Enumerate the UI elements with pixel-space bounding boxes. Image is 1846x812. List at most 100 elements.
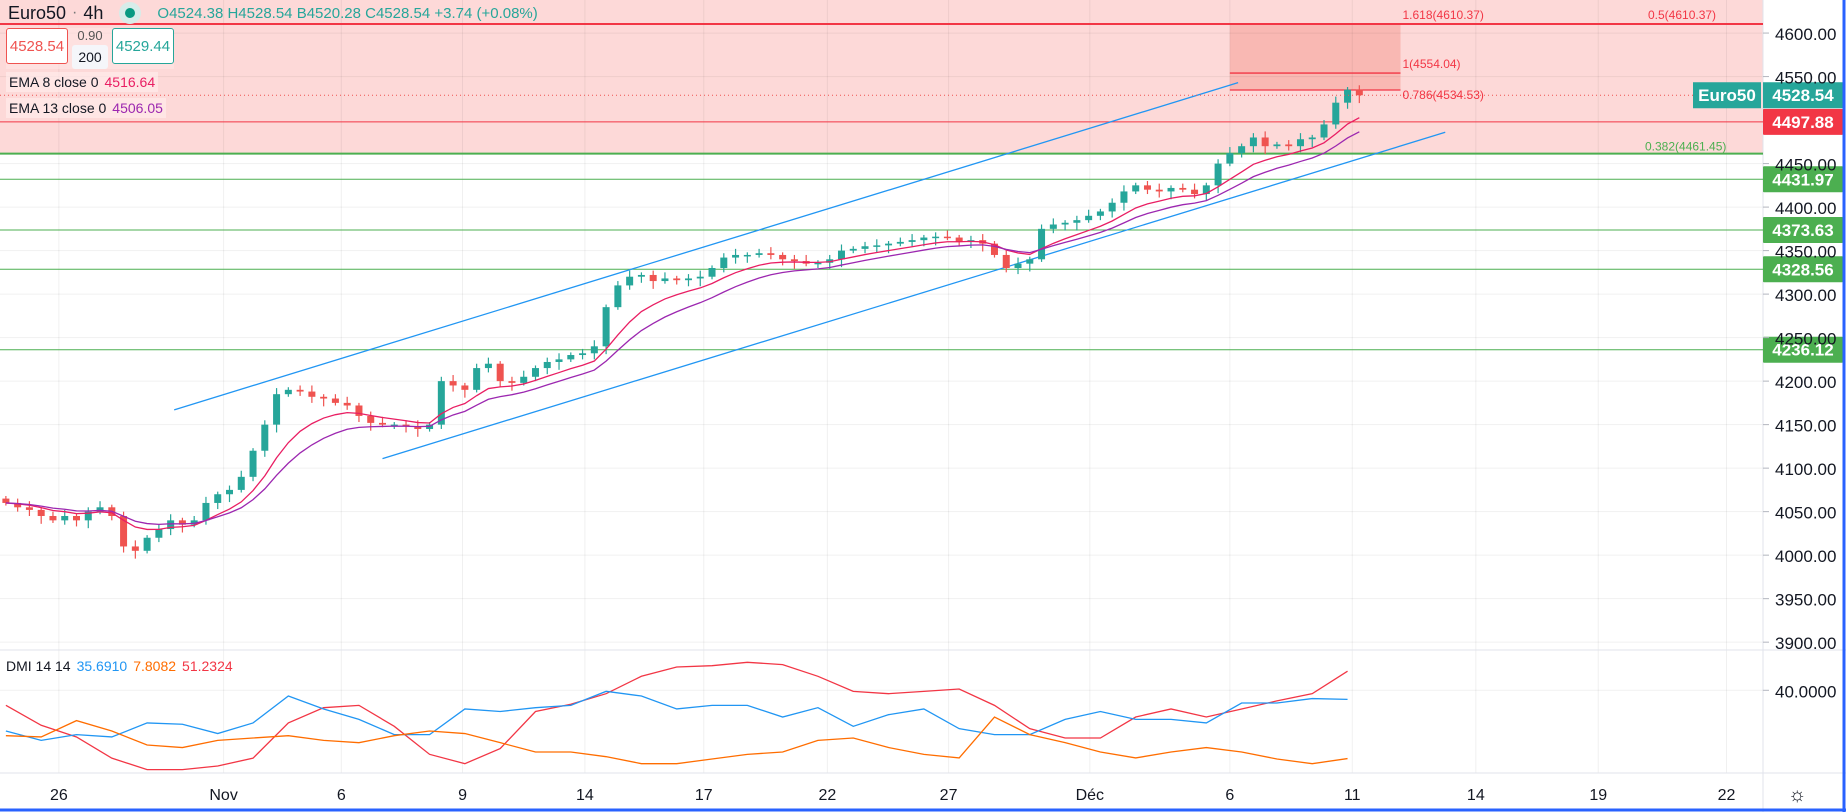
candle <box>343 402 351 406</box>
fibonacci-zone <box>0 0 1763 154</box>
x-tick-label: 27 <box>940 787 958 804</box>
dmi-legend[interactable]: DMI 14 14 35.6910 7.8082 51.2324 <box>6 658 233 674</box>
candle <box>1261 137 1269 147</box>
candle <box>120 515 128 547</box>
fibonacci-box <box>1229 24 1401 91</box>
candle <box>49 515 57 521</box>
candle <box>14 502 22 508</box>
close-value: C4528.54 <box>365 4 431 22</box>
y-tick-label: 4300.00 <box>1775 286 1836 305</box>
settings-gear-icon[interactable]: ☼ <box>1788 784 1807 806</box>
candle <box>461 385 469 390</box>
y-tick-label: 4350.00 <box>1775 243 1836 262</box>
price-label-bg <box>1763 256 1843 283</box>
candle <box>920 237 928 241</box>
candle <box>673 278 681 281</box>
dmi-y-tick-label: 40.0000 <box>1775 682 1836 701</box>
candle <box>1285 144 1293 147</box>
candle <box>837 250 845 260</box>
candle <box>590 346 598 354</box>
buy-button[interactable]: 4529.44 <box>112 28 174 64</box>
candle <box>1226 153 1234 164</box>
y-tick-label: 4200.00 <box>1775 373 1836 392</box>
candle <box>261 424 269 451</box>
dmi-line-ADX <box>5 661 1348 771</box>
trend-channel-line[interactable] <box>173 82 1239 411</box>
candle <box>1238 146 1246 154</box>
price-label: 4328.56 <box>1772 260 1833 279</box>
x-tick-label: 6 <box>337 787 346 804</box>
y-tick-label: 4050.00 <box>1775 504 1836 523</box>
y-tick-label: 4600.00 <box>1775 25 1836 44</box>
sell-button[interactable]: 4528.54 <box>6 28 68 64</box>
candle <box>1167 187 1175 192</box>
y-tick-label: 4100.00 <box>1775 460 1836 479</box>
dmi-plus-value: 35.6910 <box>76 658 128 674</box>
candle <box>790 259 798 262</box>
candle <box>943 236 951 239</box>
dmi-line--DI <box>5 716 1348 765</box>
candle <box>378 422 386 425</box>
candle <box>1320 124 1328 138</box>
candle <box>555 359 563 362</box>
dmi-minus-value: 7.8082 <box>133 658 177 674</box>
fib-label-1: 1(4554.04) <box>1403 57 1461 71</box>
candle <box>225 489 233 495</box>
ema13-legend[interactable]: EMA 13 close 0 4506.05 <box>6 98 166 118</box>
spread-quantity: 0.90 200 <box>72 28 108 69</box>
x-tick-label: Nov <box>209 787 237 804</box>
candle <box>143 537 151 551</box>
candle <box>990 243 998 255</box>
interval-label[interactable]: 4h <box>83 2 104 23</box>
fib-label-1.618: 1.618(4610.37) <box>1403 8 1484 22</box>
candle <box>331 398 339 403</box>
candle <box>2 498 10 503</box>
x-tick-label: 17 <box>695 787 713 804</box>
quantity-input[interactable]: 200 <box>72 45 108 69</box>
candle <box>1332 102 1340 125</box>
candle <box>390 424 398 427</box>
trend-channel-line[interactable] <box>382 131 1446 460</box>
candle <box>508 381 516 383</box>
candle <box>284 389 292 395</box>
ema8-legend[interactable]: EMA 8 close 0 4516.64 <box>6 72 159 92</box>
x-tick-label: 26 <box>50 787 68 804</box>
dmi-adx-value: 51.2324 <box>182 658 233 674</box>
candle <box>1073 220 1081 223</box>
candle <box>1191 189 1199 195</box>
candle <box>1202 185 1210 195</box>
candle <box>1179 187 1187 190</box>
last-price-label-bg <box>1763 82 1843 109</box>
candle <box>25 507 33 510</box>
fib-label-0.786: 0.786(4534.53) <box>1403 88 1484 102</box>
candle <box>190 520 198 525</box>
candle <box>1132 185 1140 192</box>
price-label: 4236.12 <box>1772 341 1833 360</box>
candle <box>1026 259 1034 264</box>
symbol-legend: Euro50 · 4h O4524.38 H4528.54 B4520.28 C… <box>8 2 538 24</box>
candle <box>684 278 692 281</box>
ema13-line <box>5 131 1360 525</box>
low-value: B4520.28 <box>296 4 361 22</box>
price-label-bg <box>1763 166 1843 193</box>
dmi-label: DMI 14 14 <box>6 658 71 674</box>
candle <box>178 520 186 525</box>
candle <box>273 394 281 425</box>
candle <box>1355 89 1363 96</box>
high-value: H4528.54 <box>227 4 293 22</box>
x-tick-label: 14 <box>576 787 594 804</box>
candle <box>779 254 787 260</box>
candle <box>496 363 504 382</box>
candle <box>908 240 916 242</box>
candle <box>520 376 528 383</box>
candle <box>849 248 857 251</box>
symbol-tag-bg <box>1693 82 1761 109</box>
candle <box>473 368 481 390</box>
candle <box>696 276 704 279</box>
candle <box>355 405 363 416</box>
ema8-label: EMA 8 close 0 <box>9 74 99 90</box>
symbol-name[interactable]: Euro50 <box>8 2 67 23</box>
ohlc-values: O4524.38 H4528.54 B4520.28 C4528.54 +3.7… <box>157 5 537 22</box>
y-tick-label: 4400.00 <box>1775 199 1836 218</box>
